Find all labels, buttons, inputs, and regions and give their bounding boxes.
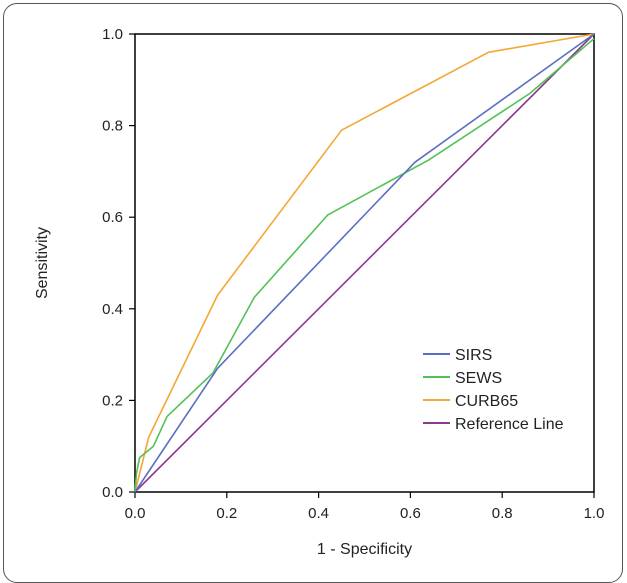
y-tick-label: 0.8 — [102, 118, 123, 135]
ticks: 0.0 0.2 0.4 0.6 0.8 1.0 0.0 0.2 0.4 0.6 0.8 1.0 — [102, 26, 604, 522]
x-tick-label: 0.4 — [308, 505, 329, 522]
x-tick-label: 0.6 — [400, 505, 421, 522]
x-tick-label: 0.2 — [216, 505, 237, 522]
x-tick-label: 0.0 — [125, 505, 146, 522]
series-line-curb65 — [134, 33, 595, 493]
x-axis-title: 1 - Specificity — [317, 541, 412, 558]
series-lines — [134, 33, 595, 493]
axes — [134, 33, 595, 493]
x-tick-label: 1.0 — [584, 505, 605, 522]
y-tick-label: 0.6 — [102, 209, 123, 226]
legend-label: SIRS — [455, 347, 492, 364]
legend: SIRS SEWS CURB65 Reference Line — [423, 347, 564, 433]
y-tick-label: 0.0 — [102, 484, 123, 501]
legend-label: SEWS — [455, 370, 502, 387]
legend-label: Reference Line — [455, 416, 564, 433]
legend-label: CURB65 — [455, 393, 518, 410]
series-line-sews — [134, 37, 595, 493]
series-line-sirs — [134, 33, 595, 493]
plot-area-border — [134, 33, 595, 493]
roc-chart: 0.0 0.2 0.4 0.6 0.8 1.0 0.0 0.2 0.4 0.6 0.8 1.0 SIR… — [34, 26, 604, 558]
y-tick-label: 0.4 — [102, 301, 123, 318]
y-axis-title: Sensitivity — [34, 227, 51, 299]
x-tick-label: 0.8 — [492, 505, 513, 522]
y-tick-label: 0.2 — [102, 392, 123, 409]
series-line-reference-line — [134, 33, 595, 493]
y-tick-label: 1.0 — [102, 26, 123, 43]
